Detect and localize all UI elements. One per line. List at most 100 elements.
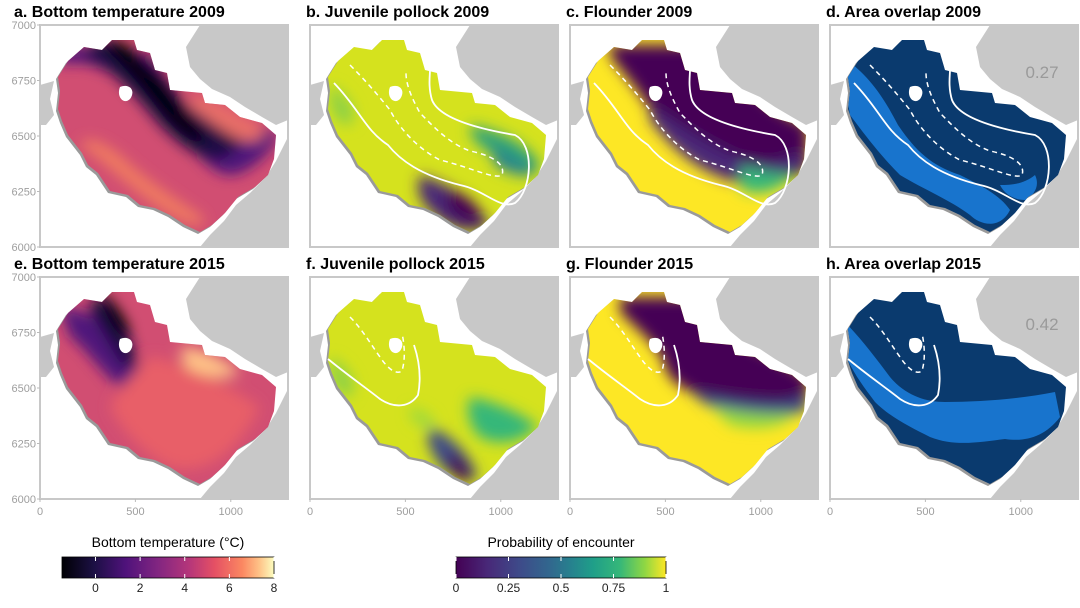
land-mass xyxy=(990,137,1078,247)
land-mass xyxy=(716,277,818,377)
panel-frame xyxy=(569,24,819,248)
x-tick-label: 0 xyxy=(37,506,43,518)
x-tick-label: 1000 xyxy=(219,506,243,518)
temperature-legend: Bottom temperature (°C) 0 2 4 6 8 xyxy=(61,534,278,595)
overlap-value: 0.27 xyxy=(1025,63,1058,82)
panel-title: d. Area overlap 2009 xyxy=(826,4,981,21)
legend-tick-label: 0.5 xyxy=(553,581,570,595)
y-tick-label: 6750 xyxy=(12,328,36,340)
probability-legend-title: Probability of encounter xyxy=(487,534,634,550)
panel-title: g. Flounder 2015 xyxy=(566,256,693,273)
x-tick-label: 500 xyxy=(396,506,414,518)
y-tick-label: 6500 xyxy=(12,383,36,395)
legend-tick-label: 0 xyxy=(453,581,460,595)
island xyxy=(908,337,923,354)
panel-title: b. Juvenile pollock 2009 xyxy=(306,4,489,21)
panel-title: e. Bottom temperature 2015 xyxy=(14,256,225,273)
panel-pollock-2015: f. Juvenile pollock 2015 0 500 1000 xyxy=(306,256,559,518)
island xyxy=(118,337,133,354)
contour-solid xyxy=(327,344,421,407)
y-tick-label: 7000 xyxy=(12,20,36,32)
panel-overlap-2009: d. Area overlap 2009 0.27 xyxy=(826,4,1079,248)
land-mass xyxy=(716,25,818,125)
island xyxy=(648,337,663,354)
temperature-legend-title: Bottom temperature (°C) xyxy=(92,534,245,550)
legend-tick-label: 1 xyxy=(663,581,670,595)
land-mass xyxy=(200,137,288,247)
panel-pollock-2009: b. Juvenile pollock 2009 xyxy=(306,4,559,248)
land-mass xyxy=(830,333,844,377)
panel-title: a. Bottom temperature 2009 xyxy=(14,4,225,21)
y-tick-label: 6000 xyxy=(12,242,36,254)
land-mass xyxy=(310,333,324,377)
x-tick-label: 500 xyxy=(656,506,674,518)
panel-frame xyxy=(309,24,559,248)
panel-frame xyxy=(569,276,819,500)
island xyxy=(908,85,923,102)
land-mass xyxy=(976,25,1078,125)
land-mass xyxy=(990,389,1078,499)
island xyxy=(118,85,133,102)
y-tick-label: 6000 xyxy=(12,494,36,506)
land-mass xyxy=(456,277,558,377)
land-mass xyxy=(730,137,818,247)
x-tick-label: 1000 xyxy=(1009,506,1033,518)
overlap-value: 0.42 xyxy=(1025,315,1058,334)
x-tick-label: 500 xyxy=(126,506,144,518)
panel-frame xyxy=(309,276,559,500)
panel-frame xyxy=(829,276,1079,500)
y-tick-label: 7000 xyxy=(12,272,36,284)
contour-solid xyxy=(333,69,530,206)
x-tick-label: 500 xyxy=(916,506,934,518)
x-tick-label: 1000 xyxy=(749,506,773,518)
legend-tick-label: 6 xyxy=(226,581,233,595)
x-tick-label: 0 xyxy=(567,506,573,518)
land-mass xyxy=(186,25,288,125)
legend-tick-label: 4 xyxy=(181,581,188,595)
contour-dashed xyxy=(349,316,406,373)
land-mass xyxy=(976,277,1078,377)
land-mass xyxy=(470,137,558,247)
panel-grid: a. Bottom temperature 200970006750650062… xyxy=(12,4,1079,518)
land-mass xyxy=(40,333,54,377)
land-mass xyxy=(310,81,324,125)
panel-title: h. Area overlap 2015 xyxy=(826,256,981,273)
land-mass xyxy=(470,389,558,499)
x-tick-label: 0 xyxy=(307,506,313,518)
contour-solid xyxy=(593,69,790,206)
legend-tick-label: 0.75 xyxy=(602,581,626,595)
probability-legend-ticks: 0 0.25 0.5 0.75 1 xyxy=(453,557,670,595)
probability-legend: Probability of encounter 0 0.25 0.5 0.75 1 xyxy=(453,534,670,595)
panel-flounder-2009: c. Flounder 2009 xyxy=(566,4,819,248)
island xyxy=(648,85,663,102)
panel-flounder-2015: g. Flounder 2015 0 500 1000 xyxy=(566,256,819,518)
contour-dashed xyxy=(869,316,926,373)
land-mass xyxy=(200,389,288,499)
y-tick-label: 6250 xyxy=(12,439,36,451)
y-tick-label: 6750 xyxy=(12,76,36,88)
contour-solid xyxy=(847,344,941,407)
y-tick-label: 6500 xyxy=(12,131,36,143)
temperature-colorbar xyxy=(61,556,275,579)
legend-tick-label: 0.25 xyxy=(497,581,521,595)
land-mass xyxy=(456,25,558,125)
contour-solid xyxy=(853,69,1050,206)
x-tick-label: 1000 xyxy=(489,506,513,518)
contour-dashed xyxy=(609,316,666,373)
y-tick-label: 6250 xyxy=(12,187,36,199)
legend-tick-label: 2 xyxy=(137,581,144,595)
panel-title: f. Juvenile pollock 2015 xyxy=(306,256,485,273)
panel-overlap-2015: h. Area overlap 2015 0.42 0 500 1000 xyxy=(826,256,1079,518)
contour-solid xyxy=(587,344,681,407)
land-mass xyxy=(830,81,844,125)
legend-tick-label: 8 xyxy=(271,581,278,595)
legend-tick-label: 0 xyxy=(92,581,99,595)
island xyxy=(388,337,403,354)
land-mass xyxy=(570,81,584,125)
land-mass xyxy=(40,81,54,125)
land-mass xyxy=(730,389,818,499)
land-mass xyxy=(570,333,584,377)
